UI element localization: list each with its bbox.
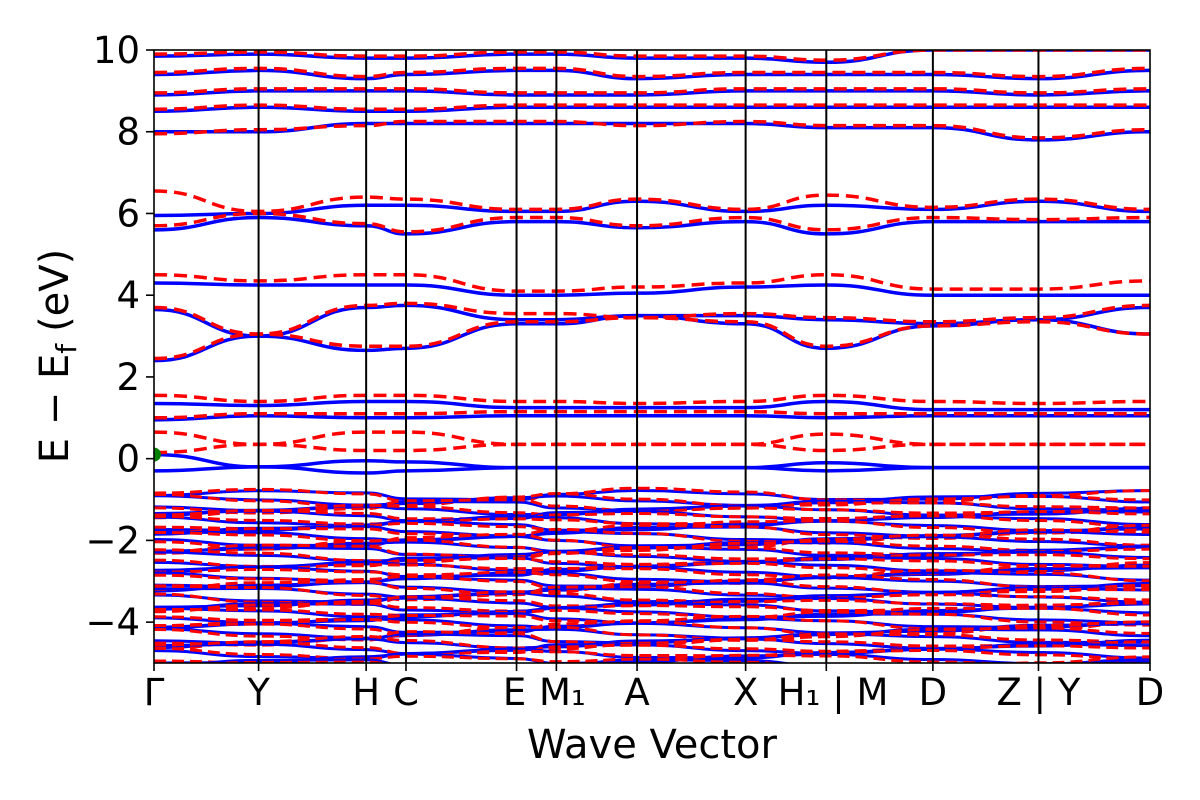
valence-band-dashed [154, 527, 1150, 545]
y-tick-label: 2 [116, 356, 140, 399]
valence-band-solid [154, 606, 1150, 619]
x-tick-label: M₁ [539, 671, 586, 714]
band-dashed-7 [154, 211, 1150, 234]
x-tick-label: X [733, 671, 758, 714]
y-tick-label: 4 [116, 274, 140, 317]
x-tick-label: Γ [144, 671, 165, 714]
y-tick-label: 8 [116, 111, 140, 154]
valence-band-dashed [154, 523, 1150, 540]
x-tick-label: D [1136, 671, 1165, 714]
band-solid-11 [154, 89, 1150, 97]
valence-band-dashed [154, 561, 1150, 574]
x-tick-label: A [624, 671, 649, 714]
band-solid-6 [154, 281, 1150, 297]
bands-layer [154, 50, 1150, 663]
band-dashed-6 [154, 273, 1150, 293]
x-tick-label: D [919, 671, 948, 714]
x-tick-label: Y [246, 671, 270, 714]
y-axis-ticks: −4 −2 0 2 4 6 8 10 [85, 29, 154, 644]
band-dashed-2 [154, 409, 1150, 420]
valence-band-dashed [154, 538, 1150, 555]
y-tick-label: −4 [85, 601, 140, 644]
x-tick-label: E [503, 671, 526, 714]
band-dashed-12 [154, 66, 1150, 79]
band-dashed-1 [154, 442, 1150, 455]
band-solid-2 [154, 414, 1150, 422]
band-solid-7 [154, 215, 1150, 236]
y-axis-title-subscript: f [50, 343, 83, 354]
band-dashed-13 [154, 50, 1150, 62]
valence-band-dashed [154, 486, 1150, 503]
valence-band-solid [154, 494, 1150, 507]
valence-band-dashed [154, 606, 1150, 619]
band-solid-10 [154, 105, 1150, 114]
y-axis-title-unit: (eV) [32, 249, 78, 332]
x-axis-ticks: Γ Y H C E M₁ A X H₁ | M D Z | Y D [144, 663, 1165, 714]
valence-band-dashed [154, 564, 1150, 580]
y-tick-label: 6 [116, 192, 140, 235]
band-dashed-4 [154, 315, 1150, 361]
x-tick-label: | M [832, 671, 888, 714]
y-tick-label: −2 [85, 519, 140, 562]
valence-band-dashed [154, 640, 1150, 656]
band-dashed-5 [154, 301, 1150, 336]
band-dashed-3 [154, 393, 1150, 406]
y-tick-label: 10 [93, 29, 140, 72]
x-tick-label: C [393, 671, 419, 714]
band-dashed-9 [154, 119, 1150, 140]
x-tick-label: H₁ [778, 671, 821, 714]
plot-frame [153, 49, 1151, 664]
y-tick-label: 0 [116, 438, 140, 481]
valence-band-dashed [203, 655, 1150, 663]
band-dashed-11 [154, 87, 1150, 95]
svg-text:E − Ef(eV): E − Ef (eV) [32, 249, 83, 464]
y-axis-title: E − Ef (eV) [32, 249, 83, 464]
band-solid-1 [154, 452, 1150, 470]
band-solid-3 [154, 399, 1150, 412]
band-dashed-10 [154, 103, 1150, 112]
x-tick-label: H [352, 671, 380, 714]
valence-band-dashed [154, 619, 1150, 637]
valence-band-dashed [154, 508, 1150, 521]
band-solid-12 [154, 68, 1150, 81]
band-solid-13 [154, 50, 1150, 65]
x-tick-label: Z | Y [996, 671, 1080, 714]
high-symmetry-lines [257, 50, 1040, 663]
x-axis-title: Wave Vector [527, 722, 778, 768]
valence-band-dashed [154, 514, 1150, 529]
fermi-marker [154, 447, 161, 462]
valence-band-dashed [154, 601, 1150, 614]
y-axis-title-main: E − E [32, 354, 78, 464]
band-dashed-8 [154, 189, 1150, 214]
band-solid-8 [154, 199, 1150, 218]
valence-band-dashed [154, 548, 1150, 564]
